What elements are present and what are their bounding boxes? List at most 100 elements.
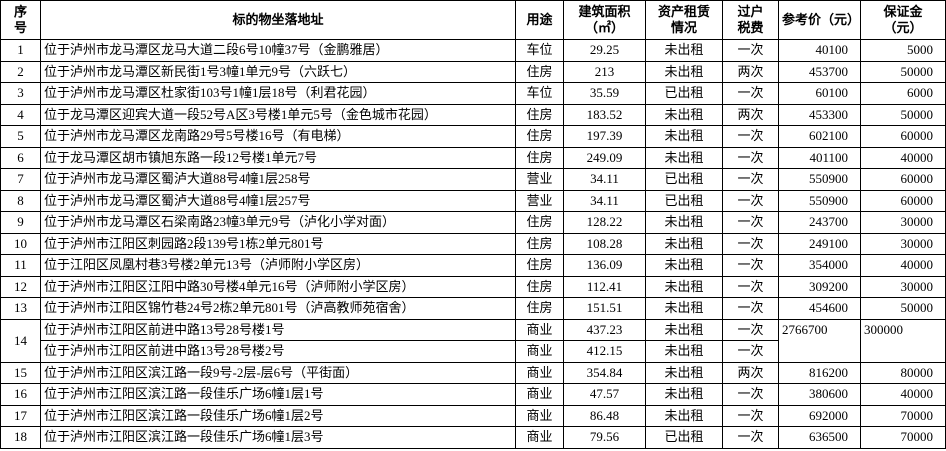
transfer-tax: 两次 — [722, 103, 779, 126]
area: 128.22 — [563, 211, 646, 234]
lease-status: 未出租 — [645, 211, 723, 234]
usage: 商业 — [515, 383, 564, 406]
transfer-tax: 一次 — [722, 189, 779, 212]
address: 位于江阳区凤凰村巷3号楼2单元13号（泸师附小学区房） — [40, 254, 516, 277]
transfer-tax: 一次 — [722, 232, 779, 255]
reference-price: 550900 — [778, 189, 861, 212]
address: 位于泸州市龙马潭区石梁南路23幢3单元9号（泸化小学对面） — [40, 211, 516, 234]
row-number: 13 — [0, 297, 41, 320]
area: 183.52 — [563, 103, 646, 126]
usage: 住房 — [515, 232, 564, 255]
usage: 住房 — [515, 297, 564, 320]
usage: 车位 — [515, 82, 564, 105]
deposit: 80000 — [860, 361, 946, 384]
area: 34.11 — [563, 168, 646, 191]
reference-price: 454600 — [778, 297, 861, 320]
transfer-tax: 一次 — [722, 275, 779, 298]
reference-price: 401100 — [778, 146, 861, 169]
table-row: 10 位于泸州市江阳区刺园路2段139号1栋2单元801号 住房 108.28 未出租一… — [0, 232, 946, 255]
address: 位于泸州市江阳区滨江路一段佳乐广场6幢1层2号 — [40, 404, 516, 427]
lease-status: 未出租 — [645, 318, 723, 341]
deposit: 70000 — [860, 426, 946, 449]
row-number: 2 — [0, 60, 41, 83]
transfer-tax: 一次 — [722, 297, 779, 320]
lease-status: 未出租 — [645, 297, 723, 320]
row-number: 18 — [0, 426, 41, 449]
address: 位于泸州市江阳区前进中路13号28号楼2号 — [40, 340, 516, 363]
lease-status: 未出租 — [645, 275, 723, 298]
table-row: 6 位于龙马潭区胡市镇旭东路一段12号楼1单元7号 住房 249.09 未出租 一次 401… — [0, 146, 946, 169]
usage: 住房 — [515, 254, 564, 277]
header-cell: 序 号 — [0, 0, 41, 40]
reference-price: 354000 — [778, 254, 861, 277]
area: 437.23 — [563, 318, 646, 341]
reference-price: 453300 — [778, 103, 861, 126]
reference-price: 380600 — [778, 383, 861, 406]
row-number: 14 — [0, 318, 41, 363]
area: 47.57 — [563, 383, 646, 406]
row-number: 6 — [0, 146, 41, 169]
reference-price: 453700 — [778, 60, 861, 83]
area: 412.15 — [563, 340, 646, 363]
row-number: 8 — [0, 189, 41, 212]
transfer-tax: 一次 — [722, 404, 779, 427]
lease-status: 已出租 — [645, 82, 723, 105]
deposit: 60000 — [860, 168, 946, 191]
transfer-tax: 一次 — [722, 39, 779, 62]
address: 位于泸州市江阳区锦竹巷24号2栋2单元801号（泸高教师苑宿舍） — [40, 297, 516, 320]
area: 34.11 — [563, 189, 646, 212]
address: 位于泸州市龙马潭区杜家街103号1幢1层18号（利君花园） — [40, 82, 516, 105]
table-row: 5 位于泸州市龙马潭区龙南路29号5号楼16号（有电梯） 住房 197.39 未出租 一次… — [0, 125, 946, 148]
address: 位于泸州市江阳区滨江路一段佳乐广场6幢1层1号 — [40, 383, 516, 406]
lease-status: 已出租 — [645, 168, 723, 191]
header-cell: 参考价（元） — [778, 0, 861, 40]
table-row: 4 位于龙马潭区迎宾大道一段52号A区3号楼1单元5号（金色城市花园） 住房 183.… — [0, 103, 946, 126]
reference-price: 602100 — [778, 125, 861, 148]
header-cell: 资产租赁 情况 — [645, 0, 723, 40]
usage: 住房 — [515, 211, 564, 234]
table-row: 7 位于泸州市龙马潭区蜀泸大道88号4幢1层258号 营业 34.11 已出租 一次 550… — [0, 168, 946, 191]
area: 35.59 — [563, 82, 646, 105]
lease-status: 已出租 — [645, 189, 723, 212]
transfer-tax: 一次 — [722, 340, 779, 363]
row-number: 4 — [0, 103, 41, 126]
reference-price: 816200 — [778, 361, 861, 384]
deposit: 300000 — [860, 318, 946, 363]
transfer-tax: 一次 — [722, 211, 779, 234]
row-number: 12 — [0, 275, 41, 298]
usage: 住房 — [515, 125, 564, 148]
transfer-tax: 一次 — [722, 318, 779, 341]
table-row: 2 位于泸州市龙马潭区新民街1号3幢1单元9号（六跃七） 住房 213 未出租 两次 453… — [0, 60, 946, 83]
row-number: 9 — [0, 211, 41, 234]
row-number: 1 — [0, 39, 41, 62]
address: 位于龙马潭区迎宾大道一段52号A区3号楼1单元5号（金色城市花园） — [40, 103, 516, 126]
address: 位于泸州市江阳区前进中路13号28号楼1号 — [40, 318, 516, 341]
usage: 住房 — [515, 103, 564, 126]
row-number: 10 — [0, 232, 41, 255]
header-cell: 保证金 （元） — [860, 0, 946, 40]
area: 112.41 — [563, 275, 646, 298]
reference-price: 249100 — [778, 232, 861, 255]
table-row: 3 位于泸州市龙马潭区杜家街103号1幢1层18号（利君花园） 车位 35.59 已出租… — [0, 82, 946, 105]
row-number: 7 — [0, 168, 41, 191]
lease-status: 未出租 — [645, 361, 723, 384]
table-row: 17 位于泸州市江阳区滨江路一段佳乐广场6幢1层2号 商业 86.48 未出租 一次 692… — [0, 404, 946, 427]
deposit: 30000 — [860, 232, 946, 255]
table-row: 18 位于泸州市江阳区滨江路一段佳乐广场6幢1层3号 商业 79.56 已出租 一次 636… — [0, 426, 946, 449]
row-number: 17 — [0, 404, 41, 427]
area: 354.84 — [563, 361, 646, 384]
deposit: 60000 — [860, 189, 946, 212]
row-number: 3 — [0, 82, 41, 105]
deposit: 50000 — [860, 297, 946, 320]
address: 位于泸州市江阳区滨江路一段9号-2层-层6号（平街面） — [40, 361, 516, 384]
address: 位于龙马潭区胡市镇旭东路一段12号楼1单元7号 — [40, 146, 516, 169]
table-row: 12 位于泸州市江阳区江阳中路30号楼4单元16号（泸师附小学区房） 住房 112.4… — [0, 275, 946, 298]
lease-status: 未出租 — [645, 383, 723, 406]
lease-status: 未出租 — [645, 340, 723, 363]
row-number: 16 — [0, 383, 41, 406]
lease-status: 未出租 — [645, 254, 723, 277]
usage: 商业 — [515, 318, 564, 341]
table-row: 16 位于泸州市江阳区滨江路一段佳乐广场6幢1层1号 商业 47.57 未出租 一次 380… — [0, 383, 946, 406]
lease-status: 未出租 — [645, 60, 723, 83]
